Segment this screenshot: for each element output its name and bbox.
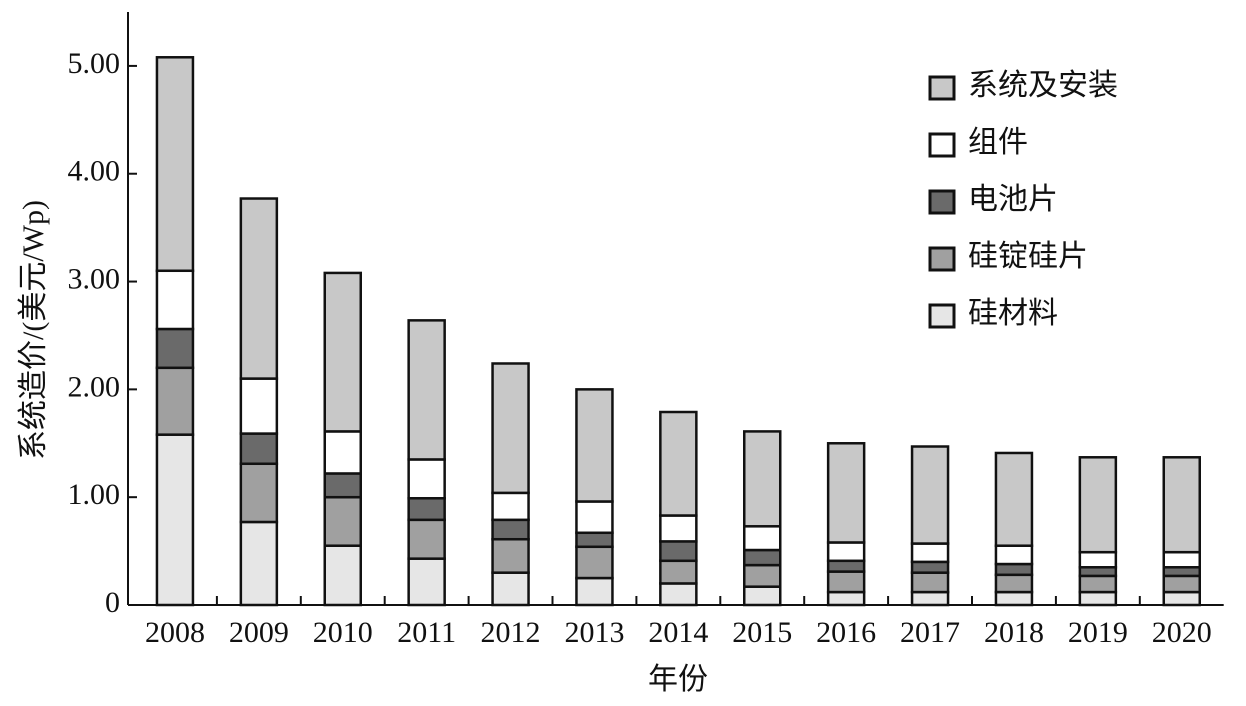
- legend-label: 电池片: [968, 183, 1058, 216]
- bar-segment: [659, 410, 698, 517]
- bar-segment: [575, 576, 614, 607]
- bar-segment: [659, 540, 698, 563]
- bar-segment: [1078, 550, 1118, 569]
- bar-segment: [1078, 566, 1118, 578]
- legend-swatch: [928, 75, 956, 101]
- bar-segment: [491, 362, 530, 495]
- bar-segment: [407, 458, 446, 500]
- bar-segment: [659, 582, 698, 607]
- bar-segment: [323, 430, 362, 475]
- bar-segment: [994, 544, 1034, 566]
- x-tick-label: 2019: [1068, 616, 1128, 649]
- legend-label: 硅锭硅片: [968, 240, 1088, 273]
- legend-swatch: [928, 189, 956, 215]
- legend-swatch: [928, 303, 956, 329]
- bar-segment: [743, 430, 782, 528]
- x-tick-label: 2014: [648, 616, 708, 649]
- bar-segment: [1162, 550, 1201, 569]
- x-tick-label: 2012: [481, 616, 541, 649]
- bar-segment: [575, 388, 614, 503]
- bar-segment: [1162, 456, 1201, 554]
- bar-segment: [239, 462, 279, 524]
- bar-segment: [994, 590, 1034, 607]
- x-tick-label: 2010: [313, 616, 373, 649]
- bar-segment: [239, 197, 279, 380]
- y-tick-label: 5.00: [68, 47, 121, 80]
- bar-segment: [575, 500, 614, 535]
- bar-segment: [239, 377, 279, 435]
- bar-segment: [994, 451, 1034, 547]
- bar-segment: [910, 542, 950, 564]
- bar-segment: [491, 571, 530, 607]
- x-axis-label: 年份: [648, 663, 708, 696]
- bar-segment: [743, 585, 782, 607]
- x-tick-label: 2008: [145, 616, 205, 649]
- legend-label: 硅材料: [968, 297, 1058, 330]
- bar-segment: [910, 590, 950, 607]
- bar-segment: [155, 56, 195, 273]
- bar-segment: [743, 548, 782, 567]
- bar-segment: [575, 531, 614, 549]
- bar-segment: [323, 271, 362, 433]
- bar-segment: [826, 570, 866, 594]
- bar-segment: [994, 562, 1034, 577]
- legend-swatch: [928, 132, 956, 158]
- x-tick-label: 2020: [1152, 616, 1212, 649]
- bar-segment: [155, 327, 195, 370]
- y-axis-label: 系统造价/(美元/Wp): [17, 200, 50, 460]
- bar-segment: [910, 445, 950, 545]
- bar-segment: [994, 573, 1034, 594]
- bar-segment: [323, 495, 362, 547]
- x-tick-label: 2011: [397, 616, 456, 649]
- bar-segment: [407, 497, 446, 522]
- bar-segment: [826, 559, 866, 573]
- bar-segment: [1162, 590, 1201, 607]
- bar-segment: [407, 557, 446, 607]
- legend-label: 组件: [968, 126, 1028, 159]
- bar-segment: [491, 491, 530, 522]
- bar-segment: [1078, 590, 1118, 607]
- bar-segment: [1162, 566, 1201, 578]
- bar-segment: [491, 537, 530, 574]
- bar-segment: [407, 319, 446, 461]
- bar-segment: [826, 590, 866, 607]
- y-tick-label: 0: [105, 586, 120, 619]
- bar-segment: [659, 559, 698, 585]
- bar-segment: [491, 518, 530, 541]
- y-tick-label: 2.00: [68, 370, 121, 403]
- bar-segment: [239, 432, 279, 466]
- legend-swatch: [928, 246, 956, 272]
- x-tick-label: 2015: [732, 616, 792, 649]
- bar-segment: [323, 544, 362, 607]
- y-tick-label: 4.00: [68, 155, 121, 188]
- bar-segment: [407, 518, 446, 560]
- x-tick-label: 2017: [900, 616, 960, 649]
- bar-segment: [1078, 456, 1118, 554]
- bar-segment: [826, 442, 866, 544]
- bar-segment: [575, 545, 614, 580]
- bar-segment: [155, 269, 195, 331]
- x-tick-label: 2009: [229, 616, 289, 649]
- bar-segment: [910, 560, 950, 574]
- bar-segment: [155, 366, 195, 436]
- bar-segment: [659, 514, 698, 543]
- bar-segment: [910, 571, 950, 594]
- bar-segment: [323, 472, 362, 499]
- bar-segment: [239, 520, 279, 607]
- bar-segment: [743, 525, 782, 552]
- bar-segment: [1078, 574, 1118, 594]
- x-tick-label: 2013: [564, 616, 624, 649]
- legend-label: 系统及安装: [968, 69, 1118, 102]
- x-tick-label: 2016: [816, 616, 876, 649]
- bar-segment: [1162, 574, 1201, 594]
- bar-segment: [743, 563, 782, 588]
- x-tick-label: 2018: [984, 616, 1044, 649]
- bar-segment: [155, 433, 195, 607]
- bar-segment: [826, 541, 866, 563]
- y-tick-label: 3.00: [68, 262, 121, 295]
- y-tick-label: 1.00: [68, 478, 121, 511]
